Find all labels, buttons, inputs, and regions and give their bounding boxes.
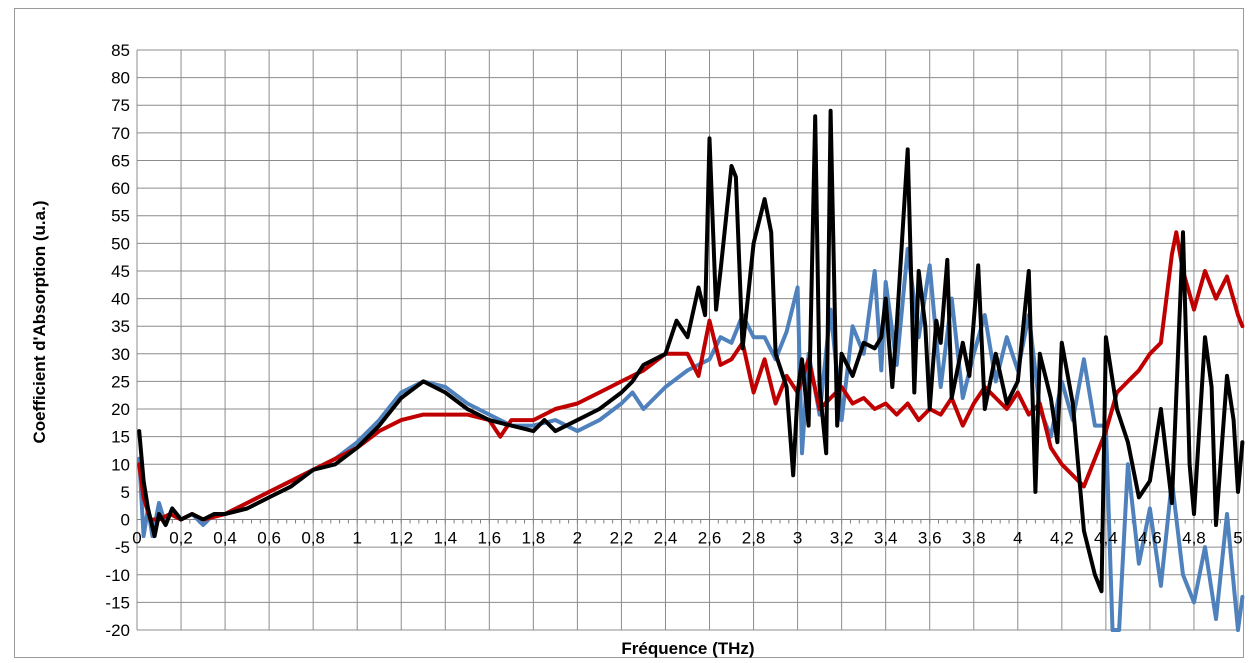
x-tick-label: 2: [573, 529, 582, 548]
x-tick-label: 2,6: [698, 529, 722, 548]
y-tick-label: -5: [115, 538, 130, 557]
x-tick-label: 4,4: [1094, 529, 1118, 548]
x-tick-label: 2,8: [742, 529, 766, 548]
x-tick-label: 0,2: [169, 529, 193, 548]
x-tick-label: 0,4: [213, 529, 237, 548]
y-tick-label: 45: [111, 262, 130, 281]
x-tick-label: 2,2: [610, 529, 634, 548]
y-tick-label: -10: [105, 566, 130, 585]
x-tick-labels: 0 0,2 0,4 0,6 0,8 1 1,2 1,4 1,6 1,8 2 2,2 2,4 2,6 2,8 3…: [132, 529, 1242, 548]
x-tick-label: 4,6: [1138, 529, 1162, 548]
series-line-3: [137, 108, 1245, 594]
y-tick-label: 15: [111, 428, 130, 447]
y-tick-label: 0: [121, 511, 130, 530]
series-lines: [137, 108, 1245, 632]
x-minor-ticks: [136, 519, 1239, 524]
x-tick-label: 3,4: [874, 529, 898, 548]
y-tick-label: 85: [111, 41, 130, 60]
x-tick-label: 4: [1013, 529, 1022, 548]
y-tick-label: 35: [111, 317, 130, 336]
y-tick-labels: 8580757065605550454035302520151050-5-10-…: [105, 41, 130, 640]
x-tick-label: 0,8: [301, 529, 325, 548]
x-tick-label: 3,2: [830, 529, 854, 548]
y-axis-title: Coefficient d'Absorption (u.a.): [30, 201, 49, 444]
y-tick-label: 80: [111, 69, 130, 88]
y-tick-label: 5: [121, 483, 130, 502]
x-tick-label: 4,8: [1182, 529, 1206, 548]
y-tick-label: 70: [111, 124, 130, 143]
y-tick-label: 65: [111, 151, 130, 170]
y-tick-label: 30: [111, 345, 130, 364]
y-tick-label: 75: [111, 96, 130, 115]
x-tick-label: 3,8: [962, 529, 986, 548]
x-tick-label: 0: [132, 529, 141, 548]
x-tick-label: 1,6: [477, 529, 501, 548]
x-tick-label: 0,6: [257, 529, 281, 548]
x-tick-label: 5: [1233, 529, 1242, 548]
y-tick-label: 40: [111, 290, 130, 309]
y-tick-label: -15: [105, 593, 130, 612]
y-tick-label: 50: [111, 234, 130, 253]
y-tick-label: 25: [111, 372, 130, 391]
x-tick-label: 3,6: [918, 529, 942, 548]
x-tick-label: 4,2: [1050, 529, 1074, 548]
y-tick-label: 55: [111, 207, 130, 226]
y-tick-label: 60: [111, 179, 130, 198]
y-tick-label: 10: [111, 455, 130, 474]
x-tick-label: 2,4: [654, 529, 678, 548]
y-tick-label: -20: [105, 621, 130, 640]
grid: [136, 49, 1239, 631]
x-tick-label: 1: [352, 529, 361, 548]
x-tick-label: 1,4: [433, 529, 457, 548]
x-tick-label: 1,8: [522, 529, 546, 548]
y-tick-label: 20: [111, 400, 130, 419]
chart-frame: [14, 8, 1244, 658]
x-tick-label: 1,2: [389, 529, 413, 548]
x-tick-label: 3: [793, 529, 802, 548]
x-axis-title: Fréquence (THz): [621, 639, 754, 658]
